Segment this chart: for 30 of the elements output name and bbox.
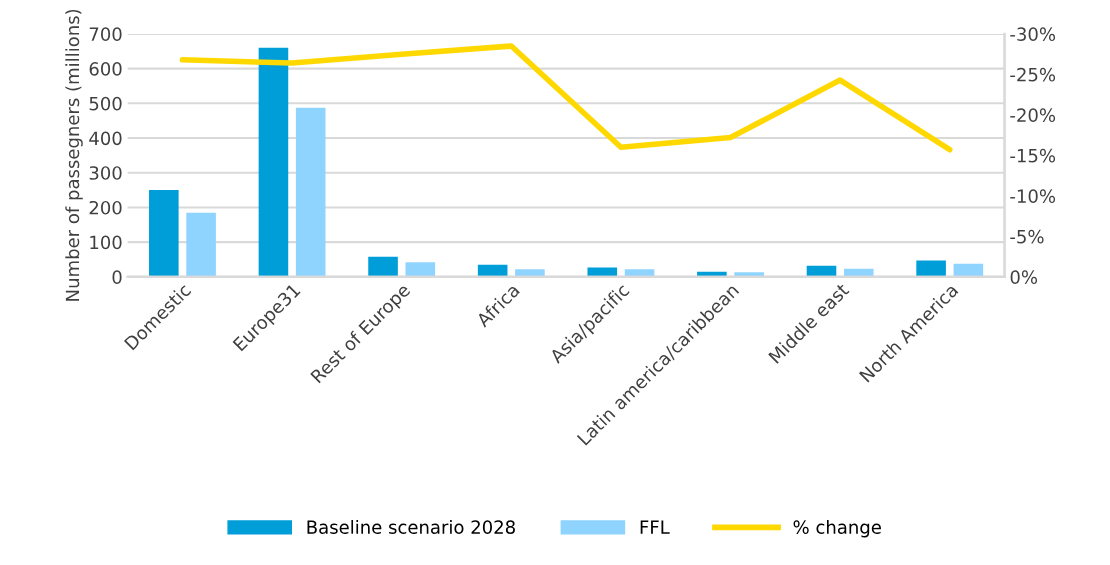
y-tick-label: 300 [89, 166, 122, 180]
bar [368, 256, 398, 277]
y-tick-label: 400 [89, 131, 122, 146]
y-axis-title: Number of passegners (millions) [65, 9, 83, 301]
bar [149, 190, 179, 277]
bar [186, 212, 216, 277]
legend-label: % change [793, 519, 881, 538]
y-tick-label: 700 [89, 27, 122, 42]
bar [405, 262, 436, 277]
bar [734, 272, 764, 277]
bar [624, 269, 655, 277]
bar [916, 260, 946, 277]
bar [258, 47, 289, 277]
legend-label: FFL [640, 520, 670, 534]
y2-tick-label: -5% [1010, 229, 1044, 244]
y-tick-label: 100 [90, 235, 122, 250]
bar [587, 267, 618, 277]
y-tick-label: 0 [112, 270, 122, 284]
bar [295, 107, 326, 277]
y2-tick-label: -30% [1010, 27, 1056, 42]
y-tick-label: 500 [89, 96, 122, 111]
y-tick-label: 600 [89, 62, 122, 76]
y-tick-label: 200 [89, 200, 122, 215]
y2-tick-label: -10% [1010, 189, 1056, 203]
y2-tick-label: -15% [1010, 148, 1056, 163]
y2-tick-label: -25% [1010, 67, 1056, 82]
y2-tick-label: -20% [1010, 108, 1056, 122]
y2-tick-label: 0% [1010, 270, 1038, 284]
legend-label: Baseline scenario 2028 [307, 519, 515, 534]
bar [515, 269, 545, 277]
